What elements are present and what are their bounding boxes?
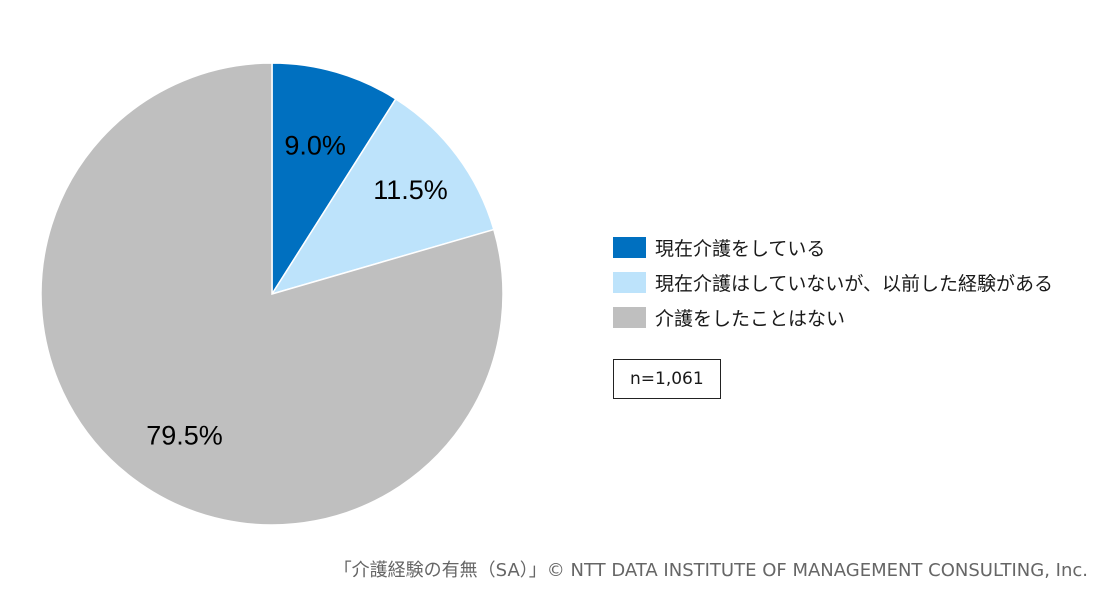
legend-item-never-caregiving: 介護をしたことはない <box>613 300 1053 335</box>
legend-label-past-caregiving: 現在介護はしていないが、以前した経験がある <box>655 273 1054 295</box>
pie-slices <box>40 62 504 526</box>
sample-size-label: n=1,061 <box>630 369 704 389</box>
slice-value-label-never-caregiving: 79.5% <box>146 420 223 450</box>
legend-label-never-caregiving: 介護をしたことはない <box>655 308 846 330</box>
slice-value-label-current-caregiving: 9.0% <box>284 130 346 160</box>
pie-chart: 9.0% 11.5% 79.5% <box>40 62 504 526</box>
pie-labels: 9.0% 11.5% 79.5% <box>146 130 448 450</box>
footer-caption: 「介護経験の有無（SA）」© NTT DATA INSTITUTE OF MAN… <box>333 560 1088 581</box>
sample-size-box: n=1,061 <box>613 359 721 399</box>
legend: 現在介護をしている 現在介護はしていないが、以前した経験がある 介護をしたことは… <box>613 230 1053 335</box>
legend-item-current-caregiving: 現在介護をしている <box>613 230 1053 265</box>
legend-swatch-past-caregiving <box>613 272 646 293</box>
legend-item-past-caregiving: 現在介護はしていないが、以前した経験がある <box>613 265 1053 300</box>
legend-swatch-never-caregiving <box>613 307 646 328</box>
legend-swatch-current-caregiving <box>613 237 646 258</box>
slice-value-label-past-caregiving: 11.5% <box>373 175 448 205</box>
pie-slice-never-caregiving <box>40 62 504 526</box>
pie-slice-current-caregiving <box>271 62 397 297</box>
legend-label-current-caregiving: 現在介護をしている <box>655 238 826 260</box>
